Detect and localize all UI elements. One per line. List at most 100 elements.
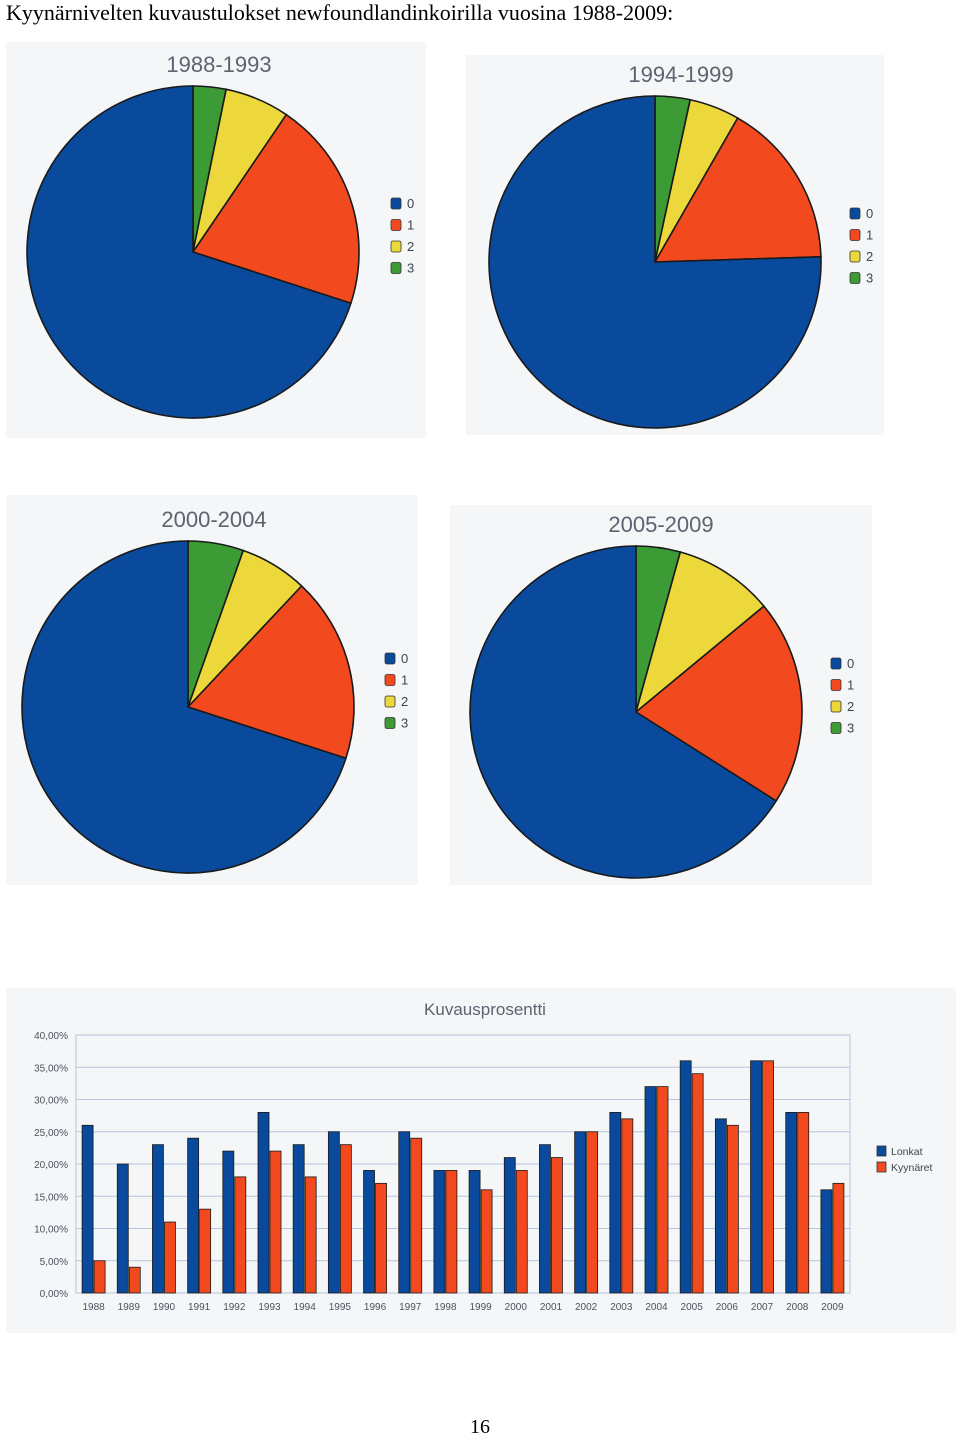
legend-label-0: 0	[866, 206, 873, 221]
y-tick-label: 30,00%	[34, 1096, 68, 1107]
bar-lonkat-2000	[503, 1157, 516, 1294]
legend-label-3: 3	[847, 721, 854, 736]
pie-slice-2	[634, 551, 766, 715]
bar-x-ticks: 1988 1989 1990 1991 1992 1993 1994 1995 1996 1997…	[82, 1302, 844, 1313]
bar-kyynaret-2004	[656, 1086, 669, 1294]
legend-label-2: 2	[847, 699, 854, 714]
legend-swatch-2	[384, 695, 396, 708]
bar-lonkat-1999	[468, 1170, 481, 1294]
legend-label-2: 2	[401, 694, 408, 709]
x-tick-label: 1999	[469, 1302, 492, 1313]
pie-slices	[21, 540, 355, 874]
bar-kyynaret-1995	[339, 1144, 352, 1294]
y-tick-label: 40,00%	[34, 1031, 68, 1042]
x-tick-label: 1994	[294, 1302, 317, 1313]
bar-kyynaret-2002	[586, 1131, 599, 1294]
legend-swatch-lonkat	[876, 1145, 887, 1157]
pie-slice-1	[191, 113, 360, 305]
pie-legend: 0 1 2 3	[830, 656, 854, 736]
bar-chart-kuvausprosentti: Kuvausprosentti 0,00% 5,00% 10,00% 15,00% 20…	[34, 1000, 932, 1313]
bar-kyynaret-1988	[93, 1260, 106, 1294]
bar-kyynaret-1996	[375, 1182, 387, 1294]
bar-lonkat-2004	[644, 1086, 657, 1294]
pie-slices	[26, 85, 360, 419]
legend-label-2: 2	[866, 249, 873, 264]
bar-y-ticks: 0,00% 5,00% 10,00% 15,00% 20,00% 25,00% 30,00%…	[34, 1031, 68, 1300]
legend-swatch-3	[390, 262, 402, 274]
legend-label-3: 3	[866, 271, 873, 286]
pie-title: 2005-2009	[608, 512, 713, 537]
legend-swatch-kyynaret	[876, 1161, 887, 1173]
bar-lonkat-1988	[81, 1124, 94, 1294]
bar-lonkat-1993	[257, 1112, 270, 1294]
x-tick-label: 2009	[821, 1302, 844, 1313]
legend-swatch-1	[849, 229, 861, 241]
bar-lonkat-2001	[539, 1144, 551, 1294]
pie-panel-2005-2009: 2005-2009 0 1 2 3	[450, 505, 872, 885]
bar-lonkat-2008	[785, 1112, 798, 1294]
bar-lonkat-1998	[433, 1170, 446, 1294]
bar-kyynaret-1993	[269, 1150, 282, 1294]
bar-kyynaret-1990	[164, 1221, 176, 1294]
x-tick-label: 2007	[751, 1302, 774, 1313]
bar-lonkat-2006	[714, 1118, 727, 1294]
x-tick-label: 1997	[399, 1302, 422, 1313]
legend-swatch-0	[390, 197, 402, 210]
pie-chart-1988-1993: 1988-1993 0 1 2 3	[26, 52, 414, 419]
bar-kyynaret-1992	[234, 1176, 247, 1294]
bar-kyynaret-1998	[445, 1170, 458, 1294]
x-tick-label: 2008	[786, 1302, 809, 1313]
pie-slice-0	[21, 540, 347, 874]
bar-lonkat-2007	[750, 1060, 762, 1294]
pie-legend: 0 1 2 3	[849, 206, 873, 286]
page-number: 16	[470, 1416, 490, 1438]
x-tick-label: 1998	[434, 1302, 457, 1313]
y-tick-label: 15,00%	[34, 1192, 68, 1203]
bar-lonkat-1990	[152, 1144, 164, 1294]
pie-panel-1994-1999: 1994-1999 0 1 2 3	[466, 55, 884, 435]
bar-kyynaret-2003	[621, 1118, 634, 1294]
legend-label-3: 3	[401, 716, 408, 731]
legend-label-1: 1	[866, 228, 873, 243]
bar-lonkat-2002	[574, 1131, 587, 1294]
pie-title: 1988-1993	[166, 52, 271, 77]
bar-kyynaret-2000	[515, 1170, 528, 1294]
bar-kyynaret-1999	[480, 1189, 493, 1294]
pie-chart-2005-2009: 2005-2009 0 1 2 3	[469, 512, 854, 879]
bar-kyynaret-2005	[691, 1073, 704, 1294]
bar-lonkat-2003	[609, 1112, 622, 1294]
x-tick-label: 2003	[610, 1302, 633, 1313]
legend-label-0: 0	[847, 656, 854, 671]
bar-kyynaret-1989	[128, 1266, 141, 1294]
legend-label-3: 3	[407, 261, 414, 276]
bar-chart-panel: Kuvausprosentti 0,00% 5,00% 10,00% 15,00% 20…	[6, 988, 956, 1333]
legend-label-1: 1	[847, 678, 854, 693]
legend-swatch-1	[390, 219, 402, 231]
bar-kyynaret-1994	[304, 1176, 317, 1294]
pie-slice-1	[653, 116, 822, 263]
pie-slice-0	[469, 545, 778, 879]
x-tick-label: 2004	[645, 1302, 668, 1313]
bar-lonkat-2005	[679, 1060, 692, 1294]
x-tick-label: 1993	[258, 1302, 281, 1313]
legend-swatch-3	[830, 722, 842, 734]
pie-slice-0	[26, 85, 352, 419]
bar-kyynaret-2007	[762, 1060, 774, 1294]
bar-kyynaret-2008	[797, 1112, 810, 1294]
pie-legend: 0 1 2 3	[384, 651, 408, 731]
bar-kyynaret-2006	[726, 1124, 739, 1294]
legend-label-2: 2	[407, 239, 414, 254]
legend-swatch-3	[384, 717, 396, 729]
legend-label-1: 1	[401, 673, 408, 688]
y-tick-label: 0,00%	[40, 1289, 68, 1300]
pie-chart-2000-2004: 2000-2004 0 1 2 3	[21, 507, 408, 874]
legend-label-1: 1	[407, 218, 414, 233]
bar-lonkat-1995	[327, 1131, 340, 1294]
x-tick-label: 2001	[540, 1302, 563, 1313]
pie-panel-2000-2004: 2000-2004 0 1 2 3	[6, 495, 418, 885]
pie-slice-0	[488, 95, 822, 429]
legend-swatch-2	[849, 250, 861, 263]
x-tick-label: 2005	[681, 1302, 704, 1313]
x-tick-label: 1989	[118, 1302, 141, 1313]
pie-chart-1994-1999: 1994-1999 0 1 2 3	[488, 62, 873, 429]
